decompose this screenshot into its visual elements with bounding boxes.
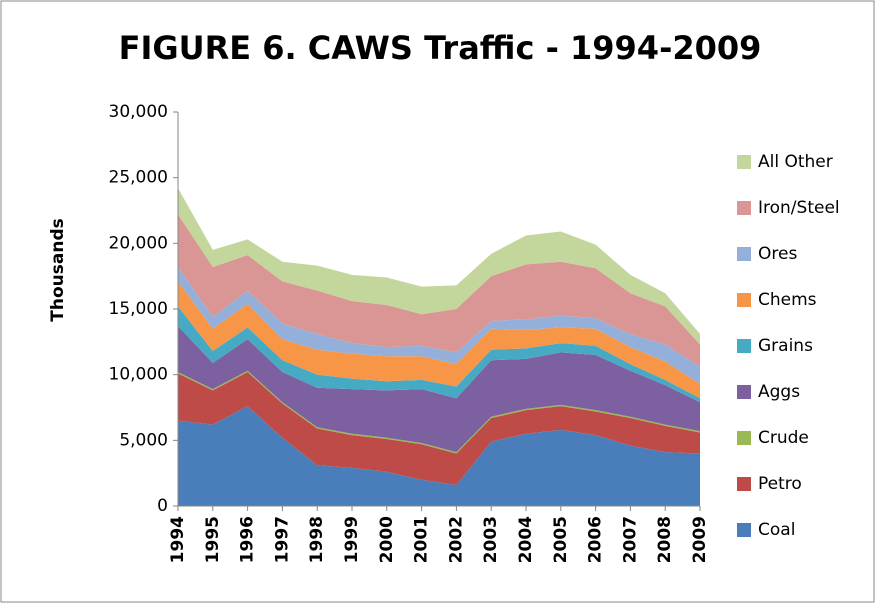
x-tick-label: 2006 — [586, 516, 606, 563]
y-tick-label: 5,000 — [119, 430, 168, 450]
x-tick-label: 2002 — [446, 516, 466, 563]
legend-swatch — [737, 155, 751, 169]
legend-swatch — [737, 201, 751, 215]
x-tick-label: 1998 — [307, 516, 327, 563]
x-tick-label: 2004 — [516, 516, 536, 563]
legend-label: Grains — [758, 336, 813, 356]
x-tick-label: 1997 — [272, 516, 292, 563]
area — [178, 372, 700, 485]
area — [178, 281, 700, 399]
legend-swatch — [737, 385, 751, 399]
legend-swatch — [737, 339, 751, 353]
x-tick-label: 1996 — [238, 516, 258, 563]
x-tick-label: 1994 — [168, 516, 188, 563]
area — [178, 306, 700, 403]
legend-swatch — [737, 523, 751, 537]
y-tick-label: 15,000 — [109, 299, 168, 319]
x-tick-label: 2001 — [412, 516, 432, 563]
legend-label: Chems — [758, 290, 817, 310]
legend-swatch — [737, 431, 751, 445]
area — [178, 406, 700, 506]
area — [178, 326, 700, 453]
legend-swatch — [737, 247, 751, 261]
legend-label: All Other — [758, 152, 833, 172]
legend-label: Coal — [758, 520, 795, 540]
x-tick-label: 2000 — [377, 516, 397, 563]
y-axis-label: Thousands — [48, 218, 68, 321]
legend-label: Petro — [758, 474, 802, 494]
y-tick-label: 0 — [157, 496, 168, 516]
x-tick-label: 1999 — [342, 516, 362, 563]
area — [178, 214, 700, 367]
legend-swatch — [737, 477, 751, 491]
x-tick-label: 2008 — [655, 516, 675, 563]
y-tick-label: 30,000 — [109, 102, 168, 122]
area — [178, 266, 700, 384]
y-tick-label: 25,000 — [109, 168, 168, 188]
legend-label: Ores — [758, 244, 797, 264]
y-tick-label: 10,000 — [109, 365, 168, 385]
y-tick-label: 20,000 — [109, 233, 168, 253]
x-tick-label: 2009 — [690, 516, 710, 563]
x-tick-label: 2003 — [481, 516, 501, 563]
x-tick-label: 2007 — [620, 516, 640, 563]
chart-title: FIGURE 6. CAWS Traffic - 1994-2009 — [119, 29, 762, 67]
legend-label: Aggs — [758, 382, 800, 402]
x-tick-label: 2005 — [551, 516, 571, 563]
area — [178, 188, 700, 345]
x-tick-label: 1995 — [203, 516, 223, 563]
legend-swatch — [737, 293, 751, 307]
legend-label: Iron/Steel — [758, 198, 840, 218]
legend-label: Crude — [758, 428, 809, 448]
